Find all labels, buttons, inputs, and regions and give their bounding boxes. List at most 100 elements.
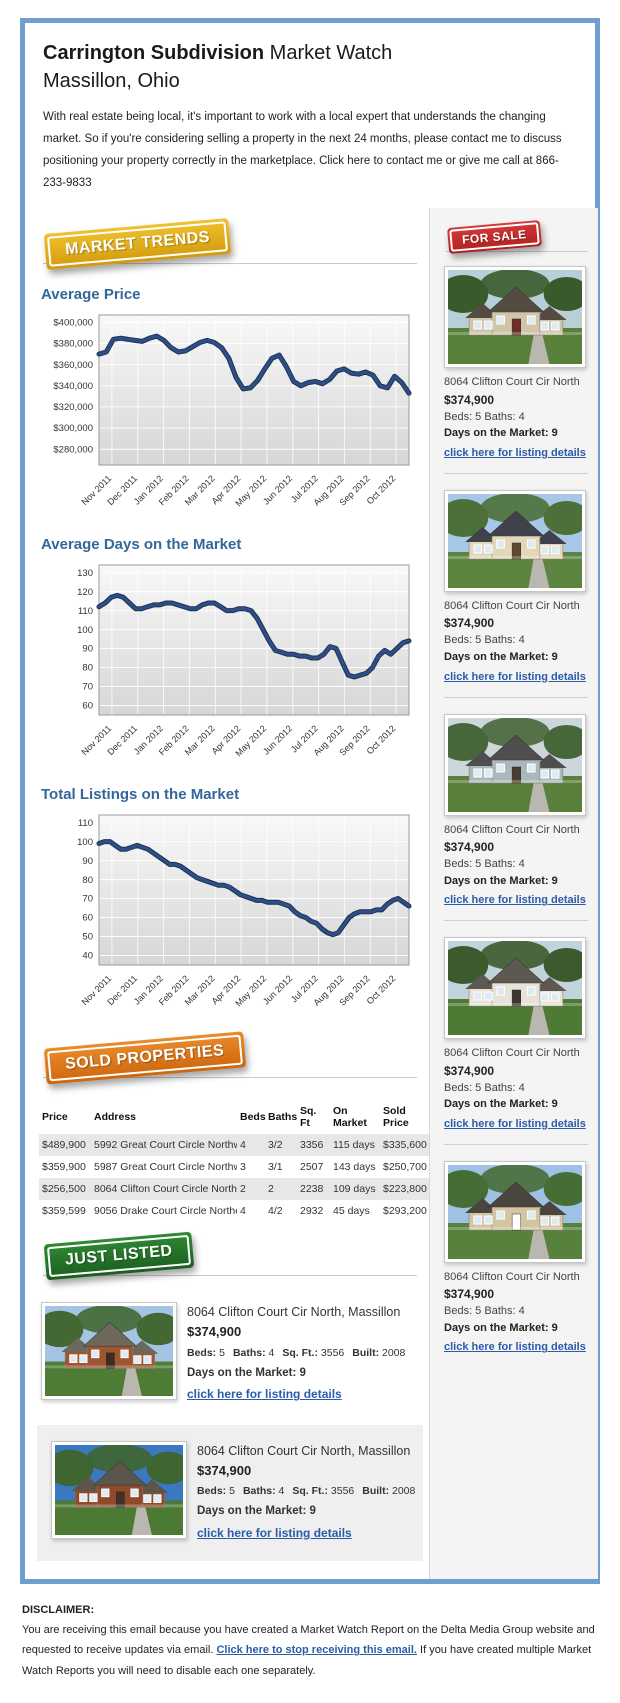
svg-text:$300,000: $300,000 (53, 424, 93, 435)
for-sale-card: 8064 Clifton Court Cir North $374,900 Be… (438, 937, 590, 1145)
card-address: 8064 Clifton Court Cir North (444, 1270, 580, 1283)
cell-on-market: 115 days (333, 1139, 375, 1152)
listing-details-link[interactable]: click here for listing details (197, 1525, 352, 1540)
chart-canvas: $280,000 $300,000 $320,000 $340,000 $360,000… (53, 314, 412, 509)
listing-details-link[interactable]: click here for listing details (444, 1117, 586, 1130)
cell-beds: 3 (240, 1161, 246, 1174)
house-photo-graphic (438, 940, 590, 1036)
card-days-on-market: Days on the Market: 9 (444, 874, 558, 887)
listing-details-link[interactable]: click here for listing details (444, 446, 586, 459)
listing-details-link[interactable]: click here for listing details (444, 894, 586, 907)
average-price-chart: $280,000 $300,000 $320,000 $340,000 $360,000… (39, 309, 417, 524)
cell-sold-price: $250,700 (383, 1161, 427, 1174)
divider-line (43, 1077, 417, 1079)
svg-text:100: 100 (77, 837, 93, 848)
listing-specs: Beds: 5 Baths: 4 Sq. Ft.: 3556 Built: 20… (197, 1483, 415, 1500)
property-photo-frame (438, 713, 590, 816)
spec-sqft: Sq. Ft.: 3556 (292, 1485, 355, 1498)
spec-sqft: Sq. Ft.: 3556 (282, 1347, 345, 1360)
house-photo-graphic (438, 269, 590, 365)
cell-price: $359,599 (42, 1205, 86, 1218)
cell-price: $359,900 (42, 1161, 86, 1174)
house-photo-graphic (438, 716, 590, 812)
svg-text:70: 70 (82, 894, 93, 905)
cell-sold-price: $293,200 (383, 1205, 427, 1218)
unsubscribe-link[interactable]: Click here to stop receiving this email. (216, 1644, 417, 1657)
svg-text:110: 110 (78, 606, 93, 617)
property-photo-frame (438, 937, 590, 1040)
listing-details-link[interactable]: click here for listing details (444, 1341, 586, 1354)
title-market-watch: Market Watch (264, 42, 393, 64)
average-days-chart: 60 70 80 90 100 110 120 130 Nov 2011 Dec 2011 Jan … (39, 559, 417, 774)
svg-text:$380,000: $380,000 (53, 339, 93, 350)
sold-properties-badge-row: SOLD PROPERTIES (39, 1031, 417, 1096)
house-photo-graphic (438, 492, 590, 588)
title-subdivision: Carrington Subdivision (43, 42, 265, 64)
sold-properties-table: Price Address Beds Baths Sq. Ft On Marke… (39, 1100, 430, 1222)
content-columns: MARKET TRENDS Average Price $280,000 $300… (25, 208, 598, 1579)
cell-sqft: 2238 (300, 1183, 324, 1196)
for-sale-card: 8064 Clifton Court Cir North $374,900 Be… (438, 1160, 590, 1356)
cell-price: $256,500 (42, 1183, 86, 1196)
cell-address: 8064 Clifton Court Circle North (94, 1183, 237, 1196)
cell-sqft: 2932 (300, 1205, 324, 1218)
spec-beds: Beds: 5 (197, 1485, 235, 1498)
listing-price: $374,900 (197, 1462, 252, 1478)
just-listed-badge-row: JUST LISTED (39, 1232, 417, 1294)
svg-text:$340,000: $340,000 (53, 381, 93, 392)
listing-address: 8064 Clifton Court Cir North, Massillon (187, 1305, 401, 1320)
svg-text:60: 60 (82, 913, 93, 924)
svg-text:50: 50 (82, 932, 93, 943)
card-price: $374,900 (444, 1287, 495, 1302)
listing-details-link[interactable]: click here for listing details (187, 1387, 342, 1402)
divider-line (446, 251, 588, 253)
table-header-row: Price Address Beds Baths Sq. Ft On Marke… (39, 1100, 430, 1134)
for-sale-badge: FOR SALE (447, 220, 542, 255)
cell-beds: 2 (240, 1183, 246, 1196)
listing-details-link[interactable]: click here for listing details (444, 670, 586, 683)
spec-baths: Baths: 4 (232, 1347, 275, 1360)
svg-text:$320,000: $320,000 (53, 402, 93, 413)
card-beds-baths: Beds: 5 Baths: 4 (444, 410, 525, 423)
col-on-market: On Market (333, 1105, 367, 1130)
total-listings-section: Total Listings on the Market 40 50 60 70 80 9… (39, 786, 417, 1024)
card-separator (444, 696, 588, 698)
listing-price: $374,900 (187, 1324, 242, 1340)
property-photo-frame (35, 1302, 181, 1401)
card-beds-baths: Beds: 5 Baths: 4 (444, 1305, 525, 1318)
card-price: $374,900 (444, 392, 495, 407)
for-sale-card: 8064 Clifton Court Cir North $374,900 Be… (438, 266, 590, 474)
property-photo (35, 1305, 181, 1397)
property-photo-frame (45, 1440, 191, 1539)
title-city: Massillon, Ohio (43, 70, 180, 92)
just-listed-item: 8064 Clifton Court Cir North, Massillon … (37, 1424, 423, 1561)
property-photo (438, 269, 590, 365)
for-sale-card: 8064 Clifton Court Cir North $374,900 Be… (438, 489, 590, 698)
property-photo (438, 716, 590, 812)
spec-baths: Baths: 4 (242, 1485, 285, 1498)
cell-sold-price: $335,600 (383, 1139, 427, 1152)
property-photo (45, 1443, 191, 1535)
spec-beds: Beds: 5 (187, 1347, 225, 1360)
disclaimer: DISCLAIMER: You are receiving this email… (22, 1600, 598, 1681)
svg-text:130: 130 (77, 568, 93, 579)
col-sqft: Sq. Ft (300, 1105, 317, 1130)
card-address: 8064 Clifton Court Cir North (444, 599, 580, 612)
listing-info: 8064 Clifton Court Cir North, Massillon … (187, 1302, 405, 1404)
average-days-heading: Average Days on the Market (41, 536, 242, 554)
svg-text:40: 40 (82, 951, 93, 962)
page-title: Carrington Subdivision Market Watch Mass… (43, 39, 577, 95)
card-days-on-market: Days on the Market: 9 (444, 1098, 558, 1111)
card-beds-baths: Beds: 5 Baths: 4 (444, 1081, 525, 1094)
divider-line (43, 1275, 417, 1277)
cell-baths: 3/2 (268, 1139, 283, 1152)
card-address: 8064 Clifton Court Cir North (444, 823, 580, 836)
main-column: MARKET TRENDS Average Price $280,000 $300… (25, 208, 430, 1578)
col-sold-price: Sold Price (383, 1105, 409, 1130)
intro-text: With real estate being local, it's impor… (43, 111, 562, 189)
average-days-section: Average Days on the Market 60 70 80 90 100 11… (39, 536, 417, 774)
card-beds-baths: Beds: 5 Baths: 4 (444, 858, 525, 871)
svg-text:60: 60 (82, 701, 93, 712)
